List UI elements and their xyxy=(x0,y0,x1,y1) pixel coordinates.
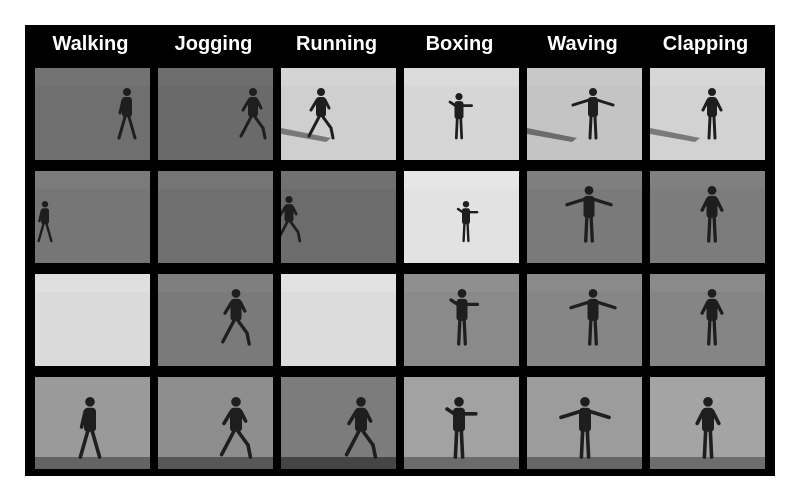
floor-strip xyxy=(404,457,519,469)
video-frame-walking-row-4 xyxy=(35,377,150,469)
sky-haze xyxy=(527,171,642,189)
sky-haze xyxy=(35,68,150,86)
column-label-jogging: Jogging xyxy=(174,33,253,55)
boxing-figure xyxy=(448,93,473,140)
jogging-figure xyxy=(221,289,251,346)
floor-strip xyxy=(281,457,396,469)
cast-shadow xyxy=(527,128,577,142)
clapping-figure xyxy=(695,397,721,459)
column-label-boxing: Boxing xyxy=(425,33,494,55)
video-frame-jogging-row-2 xyxy=(158,171,273,263)
boxing-figure xyxy=(449,289,480,346)
cast-shadow xyxy=(281,128,331,142)
video-frame-walking-row-1 xyxy=(35,68,150,160)
sky-haze xyxy=(281,171,396,189)
video-frame-boxing-row-4 xyxy=(404,377,519,469)
video-frame-waving-row-4 xyxy=(527,377,642,469)
sky-haze xyxy=(158,68,273,86)
floor-strip xyxy=(527,457,642,469)
video-frame-clapping-row-1 xyxy=(650,68,765,160)
action-image-grid: Walking Jogging Running Boxing Waving Cl… xyxy=(25,25,775,476)
video-frame-walking-row-3 xyxy=(35,274,150,366)
column-header-row: Walking Jogging Running Boxing Waving Cl… xyxy=(25,25,775,67)
column-label-waving: Waving xyxy=(547,33,618,55)
sky-haze xyxy=(158,171,273,189)
video-frame-clapping-row-4 xyxy=(650,377,765,469)
clapping-figure xyxy=(700,289,724,346)
sky-haze xyxy=(527,68,642,86)
video-frame-jogging-row-4 xyxy=(158,377,273,469)
video-frame-running-row-2 xyxy=(281,171,396,263)
walking-figure xyxy=(117,88,137,140)
clapping-figure xyxy=(701,88,723,140)
video-frame-boxing-row-2 xyxy=(404,171,519,263)
frame-background xyxy=(158,377,273,469)
video-frame-running-row-1 xyxy=(281,68,396,160)
sky-haze xyxy=(281,68,396,86)
walking-figure xyxy=(37,201,53,243)
waving-figure xyxy=(569,289,617,346)
sky-haze xyxy=(404,171,519,189)
boxing-figure xyxy=(445,397,478,459)
frame-background xyxy=(281,377,396,469)
column-label-walking: Walking xyxy=(52,33,129,55)
walking-figure xyxy=(78,397,102,459)
running-figure xyxy=(281,196,302,243)
sky-haze xyxy=(650,68,765,86)
video-frame-waving-row-3 xyxy=(527,274,642,366)
sky-haze xyxy=(35,274,150,292)
jogging-figure xyxy=(239,88,267,140)
clapping-figure xyxy=(700,186,724,243)
waving-figure xyxy=(559,397,611,459)
video-frame-boxing-row-3 xyxy=(404,274,519,366)
video-frame-boxing-row-1 xyxy=(404,68,519,160)
floor-strip xyxy=(35,457,150,469)
waving-figure xyxy=(565,186,613,243)
sky-haze xyxy=(527,274,642,292)
video-frame-running-row-4 xyxy=(281,377,396,469)
floor-strip xyxy=(158,457,273,469)
video-frame-clapping-row-2 xyxy=(650,171,765,263)
video-frame-waving-row-2 xyxy=(527,171,642,263)
video-frame-running-row-3 xyxy=(281,274,396,366)
video-frame-walking-row-2 xyxy=(35,171,150,263)
sky-haze xyxy=(650,274,765,292)
column-label-running: Running xyxy=(295,33,378,55)
jogging-figure xyxy=(219,397,253,459)
sky-haze xyxy=(158,274,273,292)
running-figure xyxy=(344,397,378,459)
running-figure xyxy=(307,88,335,140)
waving-figure xyxy=(571,88,615,140)
column-label-clapping: Clapping xyxy=(662,33,749,55)
sky-haze xyxy=(281,274,396,292)
video-frame-clapping-row-3 xyxy=(650,274,765,366)
video-frame-waving-row-1 xyxy=(527,68,642,160)
sky-haze xyxy=(35,171,150,189)
video-frame-jogging-row-1 xyxy=(158,68,273,160)
floor-strip xyxy=(650,457,765,469)
video-frame-jogging-row-3 xyxy=(158,274,273,366)
sky-haze xyxy=(650,171,765,189)
sky-haze xyxy=(404,274,519,292)
sky-haze xyxy=(404,68,519,86)
cast-shadow xyxy=(650,128,700,142)
boxing-figure xyxy=(456,201,479,243)
